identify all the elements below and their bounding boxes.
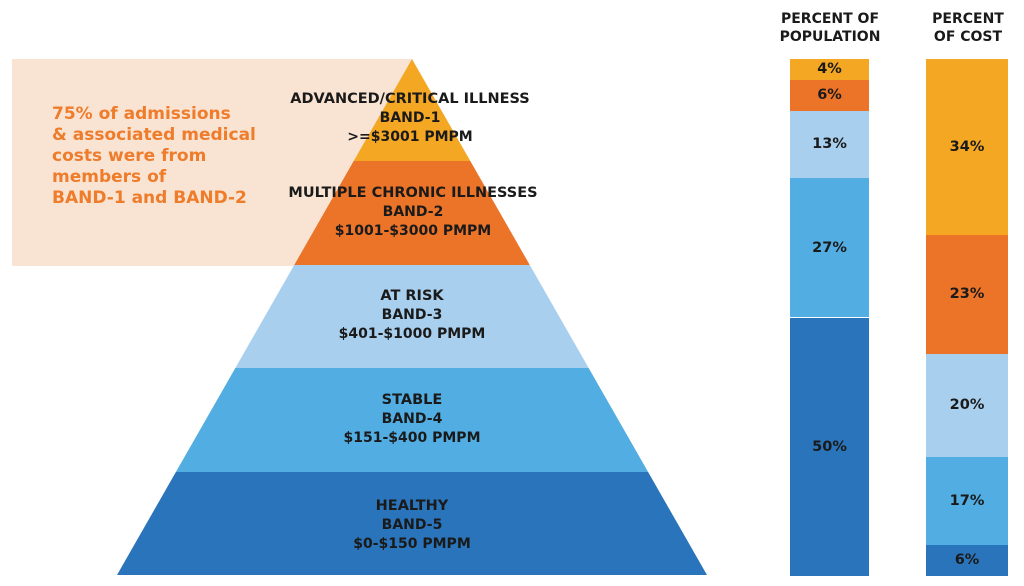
- band-3-id: BAND-3: [381, 307, 443, 323]
- band-5-range: $0-$150 PMPM: [353, 536, 471, 552]
- cost-segment-4-label: 17%: [949, 493, 985, 510]
- band-1-label: ADVANCED/CRITICAL ILLNESS BAND-1 >=$3001…: [290, 90, 530, 147]
- population-segment-4: 27%: [790, 177, 869, 318]
- callout-text: 75% of admissions & associated medical c…: [52, 104, 256, 208]
- band-1-range: >=$3001 PMPM: [347, 129, 473, 145]
- pyramid-band-5: [117, 472, 707, 575]
- band-4-label: STABLE BAND-4 $151-$400 PMPM: [344, 391, 481, 448]
- population-segment-3: 13%: [790, 110, 869, 178]
- band-5-name: HEALTHY: [375, 498, 449, 514]
- cost-segment-5-label: 6%: [954, 552, 980, 569]
- population-segment-1-label: 4%: [817, 61, 842, 78]
- cost-bar: 34% 23% 20% 17% 6%: [926, 59, 1008, 576]
- pyramid-band-1: [353, 59, 471, 161]
- population-segment-2: 6%: [790, 79, 869, 111]
- population-segment-3-label: 13%: [812, 136, 847, 153]
- pyramid-band-3: [235, 265, 589, 368]
- population-segment-1: 4%: [790, 59, 869, 80]
- population-segment-2-label: 6%: [817, 87, 842, 104]
- cost-segment-5: 6%: [926, 544, 1008, 576]
- band-2-name: MULTIPLE CHRONIC ILLNESSES: [288, 185, 538, 201]
- cost-segment-2: 23%: [926, 234, 1008, 354]
- band-5-label: HEALTHY BAND-5 $0-$150 PMPM: [353, 497, 471, 554]
- band-3-name: AT RISK: [380, 288, 444, 304]
- population-segment-5-label: 50%: [812, 438, 847, 455]
- band-2-id: BAND-2: [382, 204, 444, 220]
- band-4-name: STABLE: [381, 392, 443, 408]
- band-3-range: $401-$1000 PMPM: [338, 326, 486, 342]
- band-1-name: ADVANCED/CRITICAL ILLNESS: [290, 91, 530, 107]
- pyramid-band-2: [294, 161, 530, 265]
- population-column-header: PERCENT OF POPULATION: [779, 11, 881, 45]
- band-2-label: MULTIPLE CHRONIC ILLNESSES BAND-2 $1001-…: [288, 184, 537, 241]
- cost-segment-3-label: 20%: [949, 397, 985, 414]
- cost-column-header: PERCENT OF COST: [932, 11, 1004, 45]
- cost-segment-1: 34%: [926, 59, 1008, 235]
- band-4-range: $151-$400 PMPM: [343, 430, 481, 446]
- band-4-id: BAND-4: [381, 411, 443, 427]
- cost-segment-1-label: 34%: [949, 138, 985, 155]
- population-segment-4-label: 27%: [812, 239, 847, 256]
- band-3-label: AT RISK BAND-3 $401-$1000 PMPM: [339, 287, 486, 344]
- cost-segment-2-label: 23%: [949, 286, 985, 303]
- band-2-range: $1001-$3000 PMPM: [334, 223, 492, 239]
- band-5-id: BAND-5: [381, 517, 443, 533]
- cost-segment-3: 20%: [926, 353, 1008, 458]
- population-bar: 4% 6% 13% 27% 50%: [790, 59, 869, 576]
- population-segment-5: 50%: [790, 317, 869, 576]
- pyramid-band-4: [175, 368, 649, 472]
- cost-segment-4: 17%: [926, 457, 1008, 545]
- band-1-id: BAND-1: [379, 110, 441, 126]
